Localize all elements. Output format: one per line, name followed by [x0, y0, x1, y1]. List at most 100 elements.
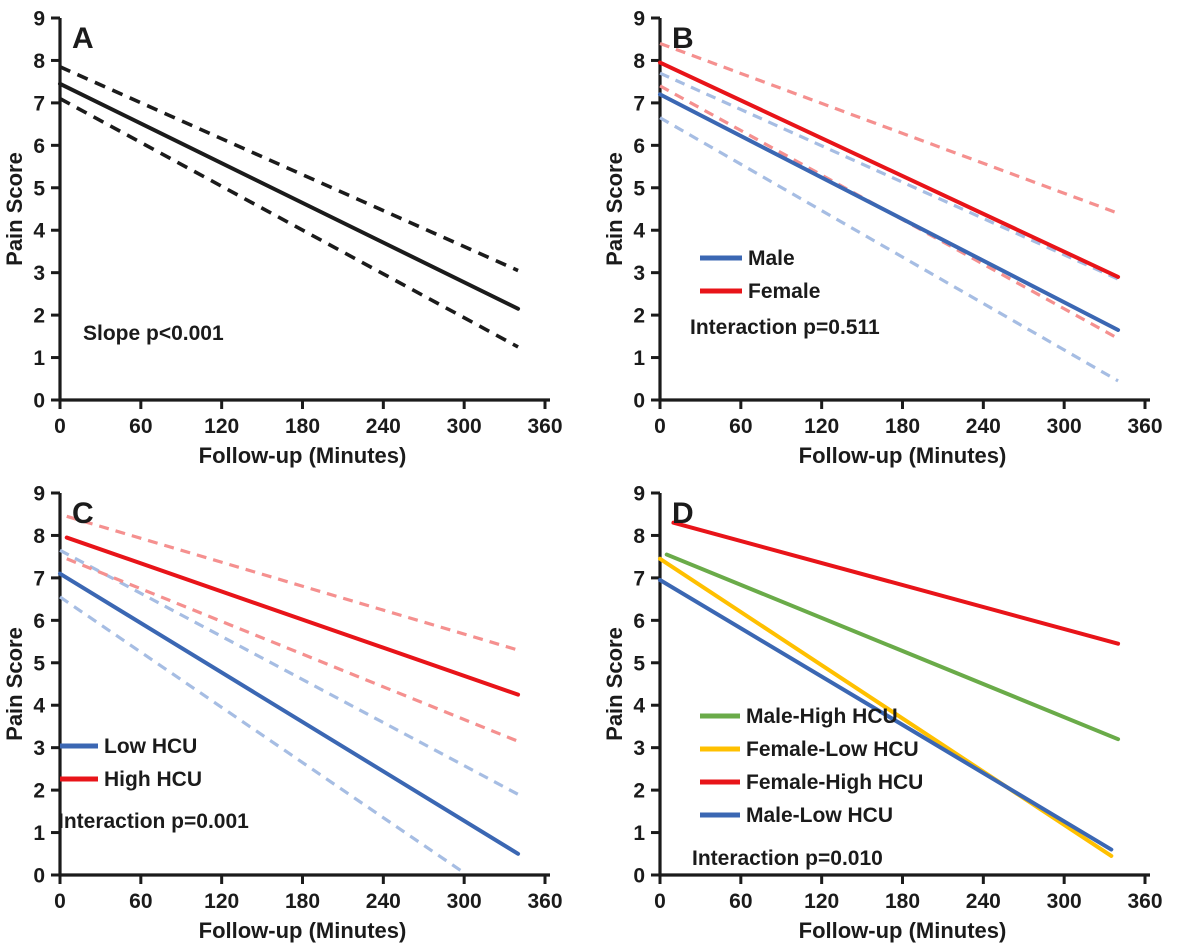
- series-high-hcu-upper-ci: [66, 514, 519, 652]
- series-male: [658, 92, 1121, 332]
- y-tick-label: 1: [633, 347, 645, 370]
- panel-letter: D: [672, 497, 694, 530]
- series-male-lower-ci: [659, 116, 1119, 383]
- y-tick-label: 3: [33, 737, 45, 760]
- y-tick-label: 7: [633, 567, 645, 590]
- panel-b: 0 1 2 3 4 5 6 7 8 9 0 60 120 180 240 300 360 Follow-up (M…: [600, 0, 1200, 475]
- y-tick-label: 9: [33, 8, 45, 31]
- y-tick-label: 0: [633, 865, 645, 888]
- x-tick-label: 300: [447, 415, 482, 438]
- y-tick-label: 3: [33, 262, 45, 285]
- y-tick-label: 7: [33, 567, 45, 590]
- x-tick-label: 180: [885, 890, 920, 913]
- x-tick-label: 300: [1047, 415, 1082, 438]
- y-tick-label: 6: [33, 135, 45, 158]
- x-tick-label: 360: [527, 415, 562, 438]
- series-female-high-hcu: [671, 520, 1121, 646]
- y-tick-label: 2: [33, 305, 45, 328]
- x-tick-label: 240: [966, 890, 1001, 913]
- panel-letter: B: [672, 22, 694, 55]
- y-tick-label: 5: [633, 652, 645, 675]
- y-tick-label: 1: [33, 822, 45, 845]
- panel-d-chart: 0 1 2 3 4 5 6 7 8 9 0 60 120 180 240 300 360 Follow-up (M…: [602, 483, 1163, 944]
- y-tick-label: 5: [33, 177, 45, 200]
- legend-label: High HCU: [104, 768, 202, 791]
- x-tick-label: 60: [729, 415, 752, 438]
- y-axis-title: Pain Score: [602, 152, 627, 266]
- y-axis-title: Pain Score: [2, 152, 27, 266]
- legend-label: Female-High HCU: [746, 771, 923, 794]
- y-tick-label: 4: [33, 695, 45, 718]
- y-tick-label: 8: [633, 525, 645, 548]
- y-tick-label: 8: [633, 50, 645, 73]
- x-axis-title: Follow-up (Minutes): [799, 918, 1007, 943]
- y-tick-label: 9: [33, 483, 45, 506]
- panel-b-chart: 0 1 2 3 4 5 6 7 8 9 0 60 120 180 240 300 360 Follow-up (M…: [602, 8, 1163, 469]
- y-tick-label: 6: [633, 610, 645, 633]
- y-tick-label: 8: [33, 525, 45, 548]
- legend-label: Low HCU: [104, 735, 197, 758]
- x-tick-label: 300: [1047, 890, 1082, 913]
- panel-letter: C: [72, 497, 94, 530]
- p-value-annotation: Interaction p=0.010: [692, 847, 883, 870]
- x-tick-label: 0: [654, 890, 666, 913]
- y-tick-label: 6: [33, 610, 45, 633]
- series-high-hcu-lower-ci: [66, 557, 519, 743]
- x-tick-label: 0: [54, 890, 66, 913]
- y-tick-label: 5: [633, 177, 645, 200]
- x-tick-label: 240: [966, 415, 1001, 438]
- y-tick-label: 6: [633, 135, 645, 158]
- axes: [658, 493, 1150, 877]
- x-tick-label: 300: [447, 890, 482, 913]
- series-low-hcu-upper-ci: [59, 548, 519, 796]
- y-tick-label: 3: [633, 262, 645, 285]
- p-value-annotation: Interaction p=0.001: [58, 810, 249, 833]
- panel-a-chart: 0 1 2 3 4 5 6 7 8 9 0 60 120 180 240 300 360 Follow-up (M…: [2, 8, 563, 469]
- axes: [658, 18, 1150, 402]
- x-axis-title: Follow-up (Minutes): [199, 443, 407, 468]
- y-axis-title: Pain Score: [602, 627, 627, 741]
- x-tick-label: 60: [729, 890, 752, 913]
- y-tick-label: 2: [33, 780, 45, 803]
- x-tick-label: 120: [204, 890, 239, 913]
- x-tick-label: 180: [285, 415, 320, 438]
- y-tick-label: 7: [633, 92, 645, 115]
- legend-label: Male-Low HCU: [746, 804, 893, 827]
- series-low-hcu: [58, 571, 521, 856]
- y-tick-label: 0: [33, 390, 45, 413]
- x-tick-label: 240: [366, 890, 401, 913]
- p-value-annotation: Interaction p=0.511: [690, 316, 880, 339]
- y-tick-label: 7: [33, 92, 45, 115]
- y-tick-label: 9: [633, 8, 645, 31]
- x-axis-title: Follow-up (Minutes): [799, 443, 1007, 468]
- x-tick-label: 120: [204, 415, 239, 438]
- p-value-annotation: Slope p<0.001: [83, 322, 224, 345]
- series-male-low-hcu: [658, 578, 1114, 852]
- x-axis-title: Follow-up (Minutes): [199, 918, 407, 943]
- panel-c: 0 1 2 3 4 5 6 7 8 9 0 60 120 180 240 300 360 Follow-up (M…: [0, 475, 600, 949]
- legend-label: Male-High HCU: [746, 705, 898, 728]
- x-tick-label: 240: [366, 415, 401, 438]
- x-tick-label: 60: [129, 415, 152, 438]
- series-overall-lower-ci: [59, 97, 519, 349]
- y-tick-label: 5: [33, 652, 45, 675]
- series-high-hcu: [64, 535, 521, 697]
- y-tick-label: 2: [633, 305, 645, 328]
- y-tick-label: 8: [33, 50, 45, 73]
- x-tick-label: 180: [285, 890, 320, 913]
- y-axis-title: Pain Score: [2, 627, 27, 741]
- series-overall-upper-ci: [59, 65, 519, 273]
- x-tick-label: 60: [129, 890, 152, 913]
- series-low-hcu-lower-ci: [59, 595, 466, 875]
- x-tick-label: 120: [804, 415, 839, 438]
- series-female-upper-ci: [659, 41, 1119, 215]
- panel-d: 0 1 2 3 4 5 6 7 8 9 0 60 120 180 240 300 360 Follow-up (M…: [600, 475, 1200, 949]
- x-tick-label: 360: [1127, 415, 1162, 438]
- y-tick-label: 4: [633, 695, 645, 718]
- y-tick-label: 2: [633, 780, 645, 803]
- panel-c-chart: 0 1 2 3 4 5 6 7 8 9 0 60 120 180 240 300 360 Follow-up (M…: [2, 483, 563, 944]
- x-tick-label: 360: [1127, 890, 1162, 913]
- x-tick-label: 0: [54, 415, 66, 438]
- y-tick-label: 0: [33, 865, 45, 888]
